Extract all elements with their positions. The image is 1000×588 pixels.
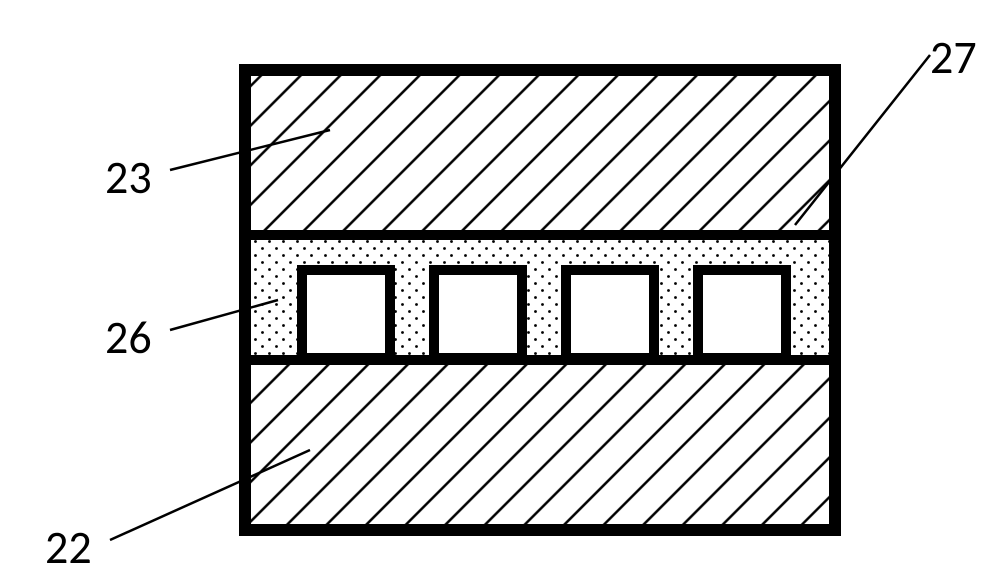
- label-27: 27: [930, 30, 977, 86]
- label-22: 22: [45, 520, 92, 576]
- cavity-3: [566, 270, 654, 358]
- label-26: 26: [105, 310, 152, 366]
- bottom-layer: [245, 360, 835, 530]
- cavity-4: [698, 270, 786, 358]
- cavity-2: [434, 270, 522, 358]
- cavity-1: [302, 270, 390, 358]
- label-23: 23: [105, 150, 152, 206]
- cross-section-diagram: [0, 0, 1000, 588]
- top-layer: [245, 70, 835, 235]
